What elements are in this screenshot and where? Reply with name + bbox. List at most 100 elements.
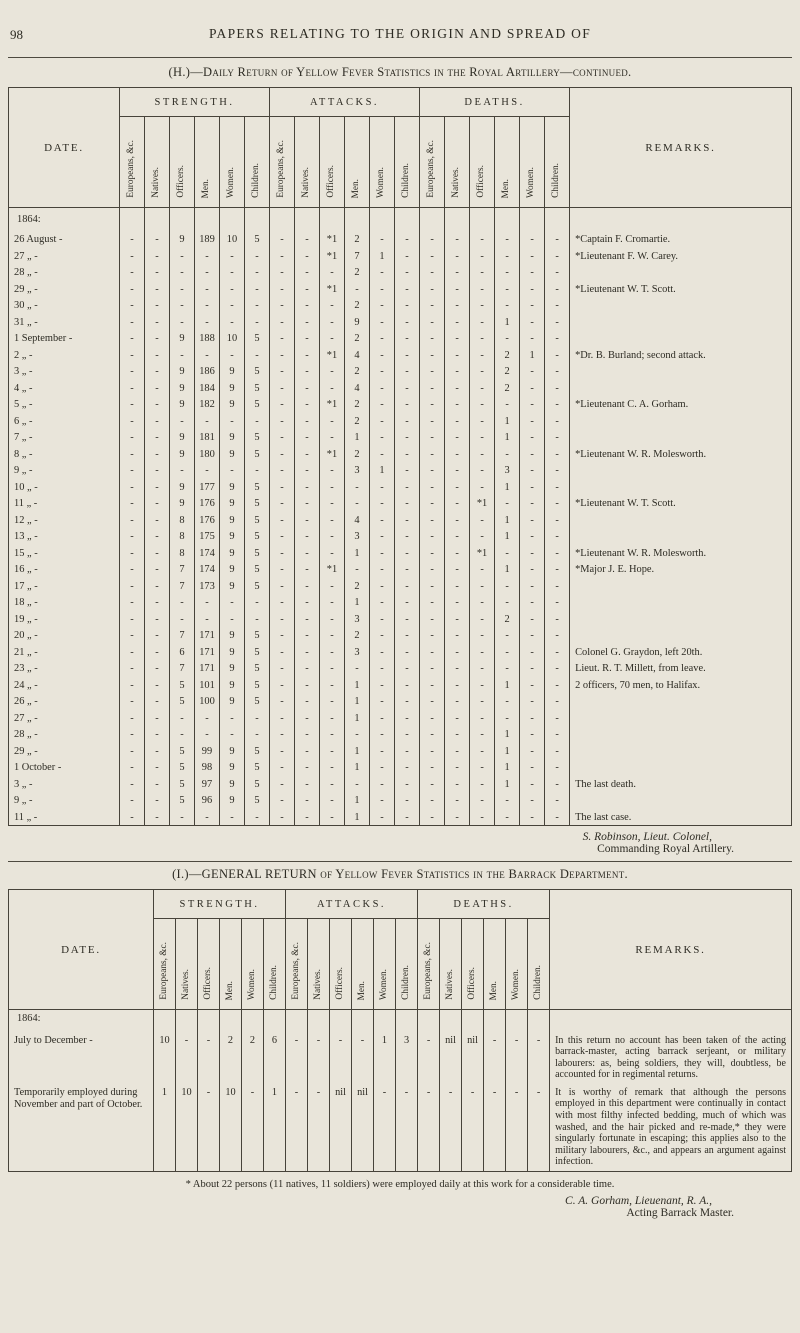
value-cell: - — [483, 1031, 506, 1084]
value-cell: - — [505, 1083, 528, 1172]
value-cell: - — [519, 248, 545, 265]
value-cell: - — [369, 429, 395, 446]
value-cell: - — [194, 462, 220, 479]
value-cell: 1 — [494, 743, 520, 760]
remarks-cell: *Lieutenant W. T. Scott. — [569, 495, 792, 512]
value-cell: - — [544, 479, 570, 496]
value-cell: - — [544, 446, 570, 463]
value-cell: 4 — [344, 347, 370, 364]
value-cell: *1 — [319, 561, 345, 578]
value-cell: 9 — [219, 644, 245, 661]
value-cell: - — [369, 396, 395, 413]
page-number: 98 — [10, 27, 23, 42]
value-cell: - — [544, 231, 570, 248]
value-cell: - — [393, 429, 420, 446]
remarks-cell: *Lieutenant W. T. Scott. — [569, 281, 792, 298]
value-cell: - — [519, 677, 545, 694]
artillery-row: 27 „ ----------1-------- — [8, 710, 792, 727]
value-cell: - — [393, 644, 420, 661]
value-cell: 99 — [194, 743, 220, 760]
barrack-statistics-table: DATE. STRENGTH. ATTACKS. DEATHS. REMARKS… — [8, 889, 792, 1173]
value-cell: - — [194, 347, 220, 364]
value-cell: - — [519, 776, 545, 793]
artillery-signature: S. Robinson, Lieut. Colonel, Commanding … — [8, 831, 792, 855]
table-h-header: DATE. STRENGTH. ATTACKS. DEATHS. REMARKS… — [8, 87, 792, 208]
value-cell: - — [393, 281, 420, 298]
value-cell: 1 — [494, 759, 520, 776]
value-cell: 9 — [219, 561, 245, 578]
remarks-cell — [569, 363, 792, 380]
value-cell: - — [294, 347, 320, 364]
value-cell: - — [393, 330, 420, 347]
date-cell: 29 „ - — [8, 281, 120, 298]
attacks-natives-header: Natives. — [294, 116, 320, 208]
value-cell: - — [419, 792, 445, 809]
value-cell: - — [294, 710, 320, 727]
value-cell: - — [294, 231, 320, 248]
remarks-cell — [569, 413, 792, 430]
value-cell: - — [494, 330, 520, 347]
value-cell: - — [319, 776, 345, 793]
value-cell: - — [294, 776, 320, 793]
value-cell: 10 — [219, 231, 245, 248]
value-cell: - — [469, 693, 495, 710]
value-cell: - — [419, 578, 445, 595]
value-cell: - — [369, 743, 395, 760]
value-cell: 7 — [169, 660, 195, 677]
value-cell: - — [269, 677, 295, 694]
value-cell: - — [444, 644, 470, 661]
value-cell: - — [194, 809, 220, 826]
artillery-row: 8 „ - - -9 180 9 5- - *1 2- - - - - - - - *Lieutenant W.… — [8, 446, 792, 463]
remarks-cell — [569, 594, 792, 611]
value-cell: - — [444, 528, 470, 545]
remarks-cell — [569, 297, 792, 314]
value-cell: 174 — [194, 545, 220, 562]
date-cell: 27 „ - — [8, 248, 120, 265]
value-cell: - — [144, 231, 170, 248]
empty-cell — [169, 207, 195, 232]
value-cell: 5 — [244, 627, 270, 644]
value-cell: 4 — [344, 512, 370, 529]
sub-header-row: Europeans, &c. Natives. Officers. Men. W… — [9, 918, 792, 1010]
value-cell: - — [319, 710, 345, 727]
value-cell: - — [444, 413, 470, 430]
value-cell: - — [169, 264, 195, 281]
value-cell: - — [294, 759, 320, 776]
value-cell: - — [369, 627, 395, 644]
value-cell: - — [144, 776, 170, 793]
value-cell: - — [144, 248, 170, 265]
artillery-row: 1 September - - -9 188 10 5- - -2- - - - - - - - — [8, 330, 792, 347]
value-cell: 5 — [244, 545, 270, 562]
empty-cell — [194, 207, 220, 232]
value-cell: - — [393, 413, 420, 430]
value-cell: - — [319, 429, 345, 446]
remarks-cell: Colonel G. Graydon, left 20th. — [569, 644, 792, 661]
value-cell: - — [393, 611, 420, 628]
document-page: 98 PAPERS RELATING TO THE ORIGIN AND SPR… — [8, 26, 792, 1219]
value-cell: - — [119, 693, 145, 710]
value-cell: - — [519, 594, 545, 611]
value-cell: - — [444, 231, 470, 248]
value-cell: - — [444, 297, 470, 314]
value-cell: - — [294, 578, 320, 595]
value-cell: - — [319, 314, 345, 331]
value-cell: - — [269, 528, 295, 545]
value-cell: - — [144, 479, 170, 496]
artillery-row: 21 „ - - -6 171 9 5- - -3- - - - - - - - Colonel G. Gra… — [8, 644, 792, 661]
value-cell: - — [444, 363, 470, 380]
value-cell: 9 — [169, 495, 195, 512]
value-cell: - — [419, 809, 445, 826]
value-cell: - — [519, 446, 545, 463]
strength-natives-header: Natives. — [144, 116, 170, 208]
value-cell: 9 — [219, 479, 245, 496]
value-cell: - — [369, 297, 395, 314]
value-cell: - — [469, 809, 495, 826]
value-cell: - — [369, 264, 395, 281]
value-cell: - — [294, 660, 320, 677]
attacks-children-header: Children. — [394, 918, 418, 1010]
value-cell: - — [544, 528, 570, 545]
value-cell: - — [269, 644, 295, 661]
value-cell: 175 — [194, 528, 220, 545]
value-cell: - — [419, 363, 445, 380]
remarks-cell: *Lieutenant W. R. Molesworth. — [569, 446, 792, 463]
